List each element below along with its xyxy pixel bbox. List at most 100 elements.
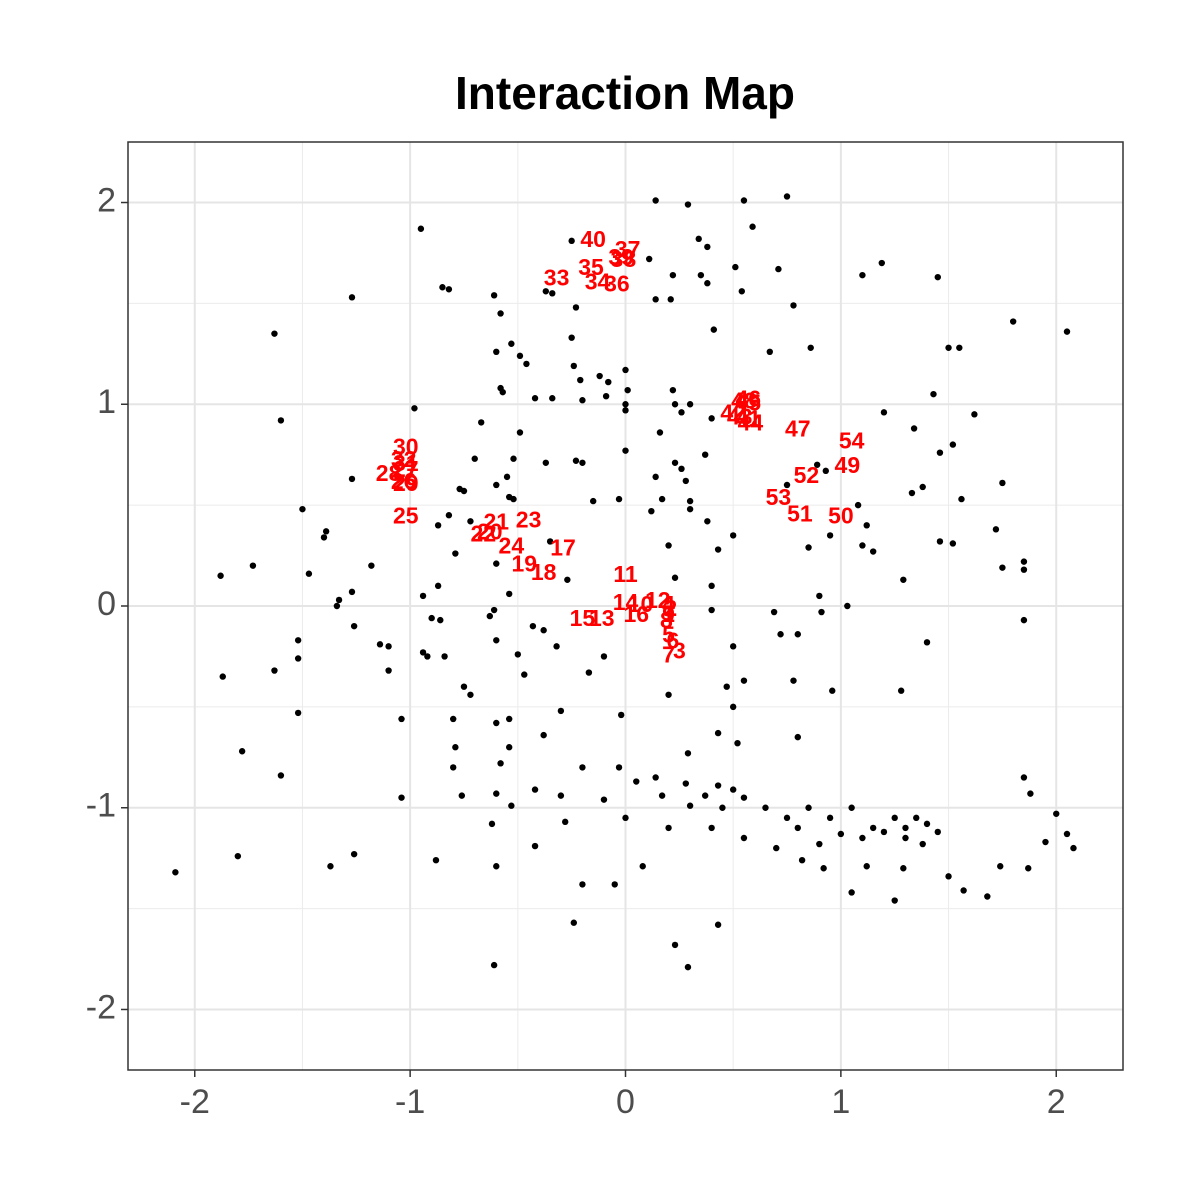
point (723, 683, 730, 690)
point (671, 401, 679, 408)
point-label: 49 (835, 452, 861, 478)
point (445, 512, 453, 519)
point (934, 273, 941, 281)
point (749, 223, 756, 230)
y-tick-label: 0 (97, 585, 116, 623)
point (704, 243, 711, 251)
point (783, 481, 791, 489)
point (829, 687, 836, 694)
point (417, 225, 425, 232)
point (488, 820, 496, 828)
point-label: 12 (645, 587, 671, 613)
point (844, 602, 851, 610)
point (333, 602, 341, 610)
point-label: 54 (839, 428, 865, 454)
point (497, 310, 504, 317)
point (701, 451, 709, 458)
point (499, 388, 506, 396)
point (497, 760, 504, 767)
point (398, 794, 405, 801)
point (897, 687, 905, 694)
point (540, 731, 547, 739)
point (249, 562, 257, 569)
point (686, 497, 694, 505)
point (294, 637, 302, 644)
point (863, 863, 870, 870)
point (602, 392, 610, 400)
point (798, 856, 806, 864)
point (478, 419, 485, 426)
point (605, 378, 612, 386)
point (740, 834, 748, 842)
point-label: 16 (623, 601, 649, 627)
y-tick-label: 1 (97, 383, 116, 421)
y-tick-label: 2 (97, 182, 116, 220)
point (766, 348, 773, 356)
point-label: 6 (666, 627, 679, 653)
point (734, 739, 741, 747)
point (523, 360, 530, 368)
point (738, 288, 745, 295)
point (350, 622, 358, 630)
point (508, 340, 515, 347)
point (956, 344, 963, 351)
point (622, 814, 629, 822)
point (508, 802, 515, 809)
point (794, 733, 801, 741)
point (411, 405, 418, 412)
point (322, 528, 330, 535)
point (984, 893, 991, 900)
point (428, 614, 435, 622)
point (437, 616, 444, 624)
point (633, 778, 640, 785)
point (880, 828, 888, 836)
point (714, 782, 722, 789)
point-label: 30 (393, 434, 419, 460)
point (1020, 566, 1028, 573)
point (684, 750, 692, 757)
point (271, 667, 278, 674)
point (658, 792, 666, 799)
point (506, 744, 513, 751)
point (564, 576, 571, 583)
point (848, 804, 855, 811)
point (936, 449, 944, 456)
point (622, 401, 629, 408)
point (531, 395, 539, 402)
point (992, 526, 1000, 533)
point (665, 691, 672, 698)
point (217, 572, 224, 579)
point (589, 497, 597, 505)
point (900, 576, 907, 583)
point (452, 744, 459, 751)
point (684, 201, 692, 208)
point-label: 18 (531, 559, 557, 585)
point (794, 824, 801, 832)
point (424, 653, 431, 660)
point (930, 390, 937, 398)
point (714, 729, 722, 737)
point (622, 407, 629, 414)
point (891, 897, 898, 904)
point (294, 655, 302, 662)
point (848, 889, 855, 896)
point (450, 715, 457, 723)
point (617, 711, 625, 719)
point (542, 288, 550, 295)
x-tick-label: -2 (180, 1083, 210, 1121)
point (960, 887, 967, 894)
point (945, 873, 952, 880)
point (708, 606, 715, 614)
point-label: 29 (393, 470, 419, 496)
point-label: 20 (477, 518, 503, 544)
point (671, 941, 679, 949)
point (783, 193, 791, 200)
point-label: 5 (662, 621, 675, 647)
point (385, 667, 392, 674)
point (557, 792, 565, 799)
point (923, 820, 931, 828)
point (1063, 830, 1071, 838)
point (611, 881, 618, 888)
point-label: 42 (720, 399, 746, 425)
point-label: 34 (585, 268, 611, 294)
